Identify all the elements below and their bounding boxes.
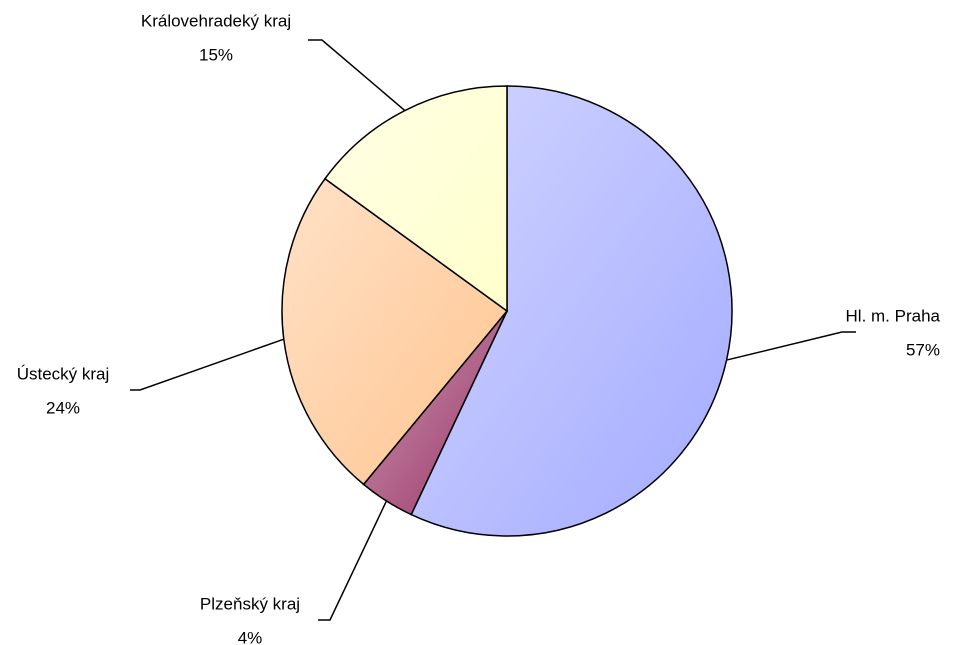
leader-line (318, 500, 388, 621)
slice-label: Královehradeký kraj (141, 11, 291, 30)
slice-value-label: 15% (199, 45, 233, 64)
slice-value-label: 57% (906, 340, 940, 359)
leader-line (130, 338, 285, 391)
slice-label: Hl. m. Praha (846, 306, 941, 325)
slice-value-label: 24% (46, 398, 80, 417)
slice-label: Ústecký kraj (17, 364, 110, 383)
pie-slice (410, 85, 733, 537)
pie-slice (323, 85, 508, 313)
slice-value-label: 4% (238, 628, 263, 645)
leader-line (308, 39, 406, 112)
leader-line (726, 331, 856, 361)
slice-label: Plzeňský kraj (200, 594, 300, 613)
pie-slice (281, 177, 509, 486)
